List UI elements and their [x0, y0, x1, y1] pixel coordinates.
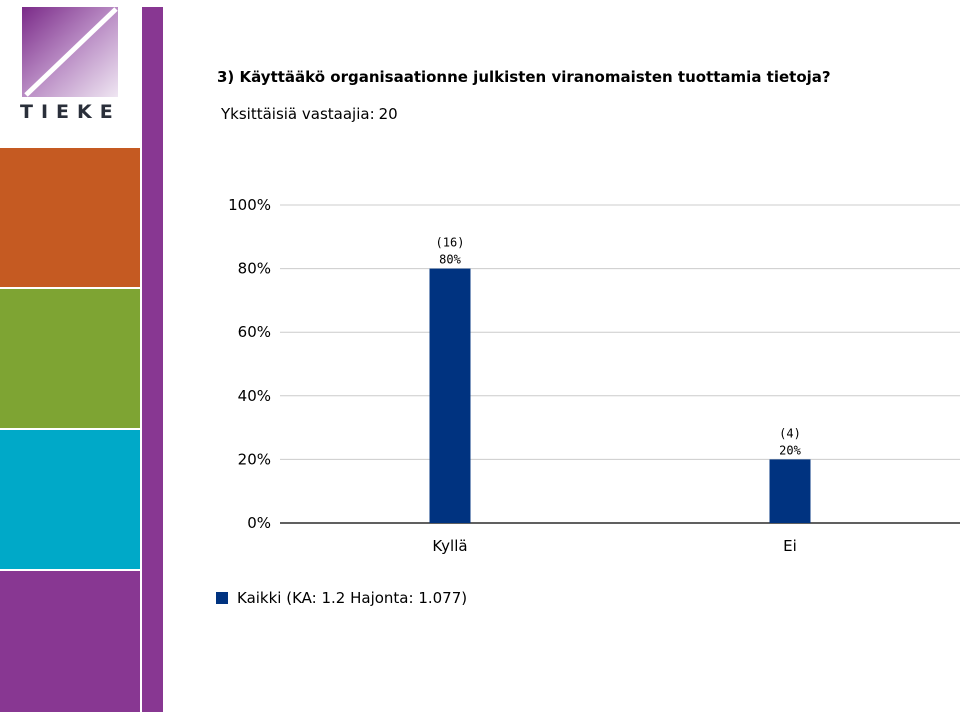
x-tick-label: Kyllä	[432, 537, 467, 555]
logo-text: TIEKE	[20, 101, 121, 123]
data-label-count: (4)	[779, 426, 801, 440]
y-tick-label: 0%	[247, 514, 271, 532]
color-block-green	[0, 289, 140, 428]
tieke-logo-mark	[22, 7, 118, 97]
bar-chart: 0% 20% 40% 60% 80% 100% Kyllä (16) 80% Ei (4) 20%	[228, 196, 960, 555]
color-block-orange	[0, 148, 140, 287]
y-tick-label: 20%	[238, 450, 271, 468]
legend-swatch	[216, 592, 228, 604]
y-tick-label: 100%	[228, 196, 271, 214]
y-tick-label: 60%	[238, 323, 271, 341]
bar	[769, 459, 811, 523]
respondent-count: Yksittäisiä vastaajia: 20	[217, 105, 398, 123]
data-label-percent: 20%	[779, 443, 801, 457]
tieke-logo: TIEKE	[0, 0, 140, 146]
y-tick-label: 40%	[238, 387, 271, 405]
data-label-percent: 80%	[439, 253, 461, 267]
legend-label: Kaikki (KA: 1.2 Hajonta: 1.077)	[237, 589, 468, 607]
x-tick-label: Ei	[783, 537, 797, 555]
legend: Kaikki (KA: 1.2 Hajonta: 1.077)	[216, 589, 467, 607]
bar	[429, 268, 471, 523]
respondent-count-label: Yksittäisiä vastaajia:	[221, 105, 375, 123]
data-label-count: (16)	[436, 236, 465, 250]
respondent-count-value: 20	[378, 105, 398, 123]
side-stripe	[142, 7, 163, 712]
color-block-cyan	[0, 430, 140, 569]
chart-title: 3) Käyttääkö organisaationne julkisten v…	[217, 68, 831, 86]
y-tick-label: 80%	[238, 260, 271, 278]
color-block-purple	[0, 571, 140, 712]
